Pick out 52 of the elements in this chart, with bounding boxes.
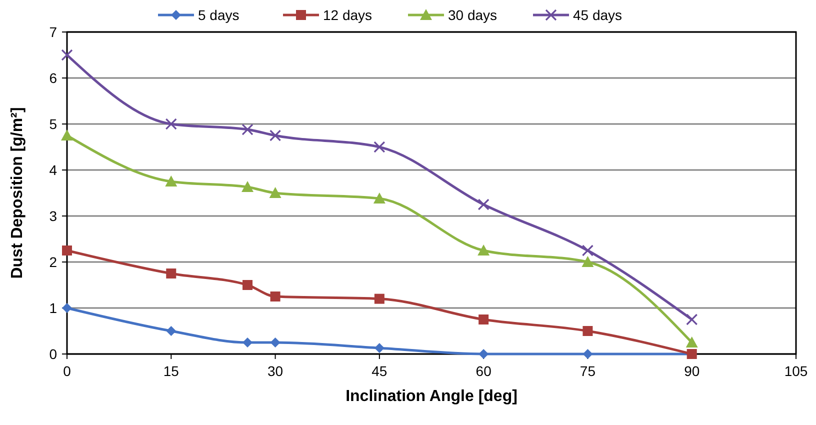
legend-label: 45 days	[573, 7, 622, 23]
point	[270, 292, 280, 302]
legend-label: 30 days	[448, 7, 498, 23]
point	[478, 198, 490, 210]
point	[62, 303, 72, 313]
point	[165, 118, 177, 130]
point	[242, 338, 253, 348]
point	[166, 326, 176, 336]
x-tick-label: 60	[476, 363, 492, 379]
y-axis-title: Dust Deposition [g/m²]	[9, 107, 26, 279]
point	[62, 246, 72, 256]
y-tick-label: 4	[49, 162, 58, 178]
point	[686, 314, 698, 326]
x-tick-label: 45	[372, 363, 388, 379]
point	[270, 338, 280, 348]
point	[166, 268, 176, 278]
point	[374, 141, 386, 153]
point	[478, 314, 489, 324]
point	[478, 244, 490, 256]
point	[61, 49, 73, 61]
point	[374, 294, 384, 304]
point	[242, 280, 253, 290]
y-tick-label: 0	[49, 346, 58, 362]
point	[582, 256, 594, 267]
point	[374, 343, 384, 354]
point	[373, 192, 386, 204]
x-tick-label: 15	[163, 363, 180, 379]
point	[165, 176, 178, 186]
point	[242, 124, 254, 136]
point	[242, 181, 254, 192]
y-tick-label: 5	[49, 116, 58, 132]
x-tick-label: 105	[784, 363, 808, 379]
y-tick-label: 3	[49, 208, 58, 224]
x-tick-label: 90	[684, 363, 700, 379]
y-tick-label: 6	[49, 70, 58, 86]
x-tick-label: 30	[267, 363, 284, 379]
point	[61, 130, 73, 140]
y-tick-label: 7	[49, 24, 58, 40]
point	[478, 349, 489, 359]
y-tick-label: 2	[49, 254, 58, 270]
point	[582, 326, 593, 336]
x-tick-label: 0	[63, 363, 72, 379]
point	[686, 336, 698, 348]
x-axis-title: Inclination Angle [deg]	[346, 388, 518, 405]
point	[582, 349, 593, 359]
x-tick-label: 75	[580, 363, 596, 379]
point	[582, 244, 594, 256]
legend-label: 12 days	[323, 7, 372, 23]
point	[269, 130, 282, 142]
legend-label: 5 days	[198, 7, 240, 23]
point	[269, 187, 282, 198]
y-tick-label: 1	[49, 300, 58, 316]
